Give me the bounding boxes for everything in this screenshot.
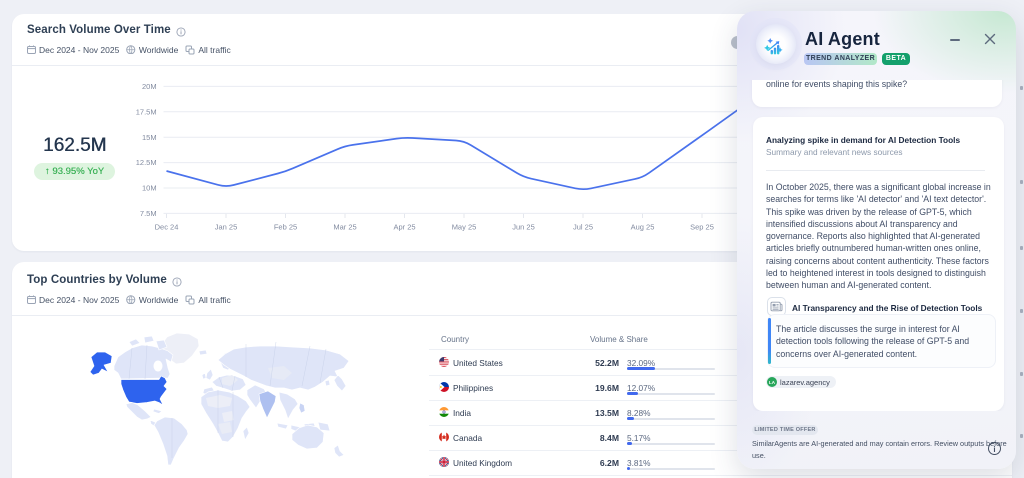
- svg-text:Feb 25: Feb 25: [274, 223, 297, 232]
- svg-text:15M: 15M: [142, 133, 157, 142]
- svg-text:17.5M: 17.5M: [136, 107, 157, 116]
- svg-text:7.5M: 7.5M: [140, 209, 157, 218]
- svg-text:Aug 25: Aug 25: [631, 223, 655, 232]
- svg-text:Dec 24: Dec 24: [155, 223, 179, 232]
- svg-text:10M: 10M: [142, 184, 157, 193]
- svg-text:Jul 25: Jul 25: [573, 223, 593, 232]
- svg-text:12.5M: 12.5M: [136, 158, 157, 167]
- svg-text:Jun 25: Jun 25: [512, 223, 535, 232]
- svg-text:May 25: May 25: [452, 223, 477, 232]
- svg-text:Apr 25: Apr 25: [393, 223, 415, 232]
- svg-text:20M: 20M: [142, 82, 157, 91]
- svg-text:Mar 25: Mar 25: [333, 223, 356, 232]
- svg-text:Sep 25: Sep 25: [690, 223, 714, 232]
- svg-text:Jan 25: Jan 25: [215, 223, 238, 232]
